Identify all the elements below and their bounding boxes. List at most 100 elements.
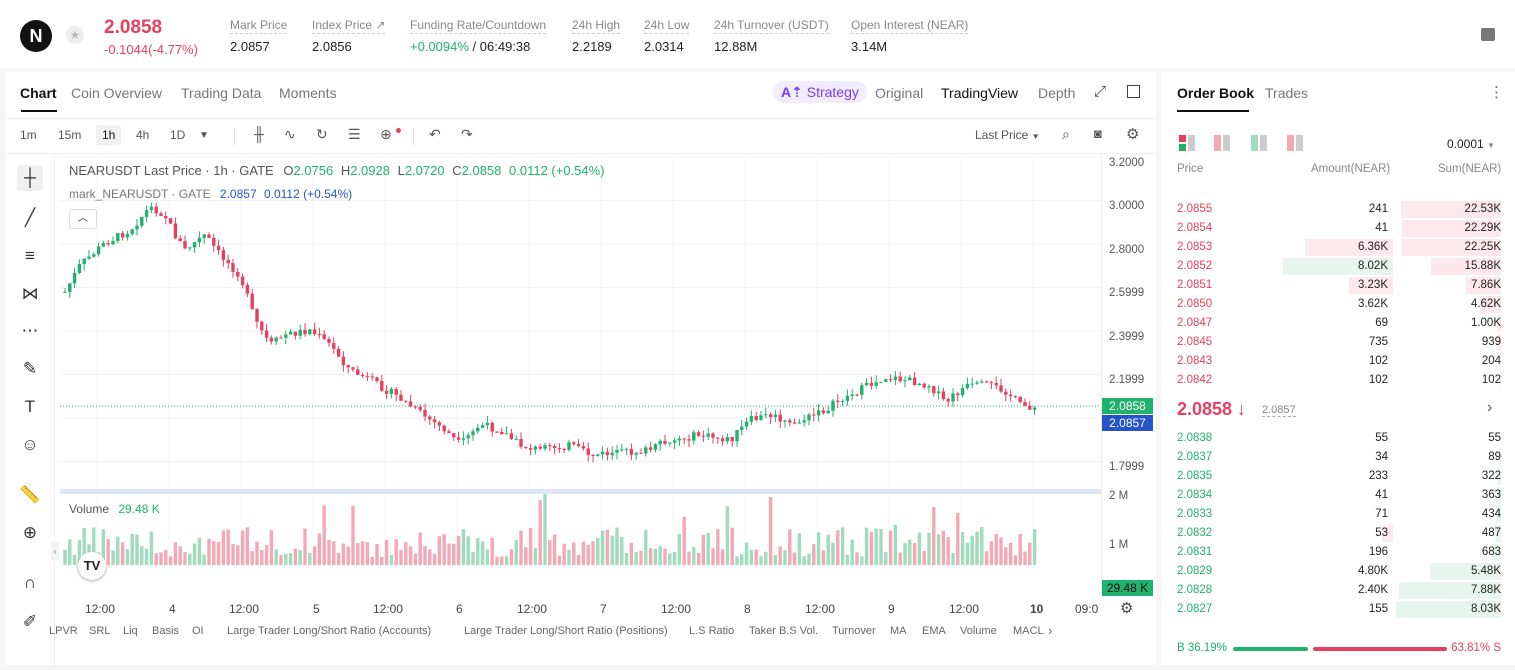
add-alert-icon[interactable]: ⊕ [380,126,392,142]
ask-row[interactable]: 2.0854 41 22.29K [1161,219,1515,238]
tab-trades[interactable]: Trades [1265,85,1309,101]
bid-row[interactable]: 2.0832 53 487 [1161,524,1515,543]
templates-icon[interactable]: ☰ [348,126,361,142]
indicator-lpvr[interactable]: LPVR [49,625,78,637]
interval-15m[interactable]: 15m [58,128,82,142]
indicator-ema[interactable]: EMA [922,625,946,637]
replay-icon[interactable]: ↻ [316,126,328,142]
indicator-turnover[interactable]: Turnover [832,625,876,637]
candle-body [620,449,624,451]
tab-moments[interactable]: Moments [279,85,337,101]
chevron-right-icon[interactable]: › [1048,623,1053,638]
ruler-icon[interactable]: 📏 [19,485,41,504]
bid-row[interactable]: 2.0835 233 322 [1161,467,1515,486]
view-asks-icon[interactable] [1214,135,1230,151]
bid-row[interactable]: 2.0834 41 363 [1161,486,1515,505]
magnet-icon[interactable]: ∩ [23,573,37,592]
row-price: 2.0851 [1177,279,1213,291]
chevron-down-icon[interactable]: ▼ [199,130,209,141]
indicator-ls-accounts[interactable]: Large Trader Long/Short Ratio (Accounts) [227,625,432,637]
favorite-star-icon[interactable]: ★ [66,26,84,44]
view-both-icon[interactable] [1179,135,1195,151]
indicator-oi[interactable]: OI [192,625,204,637]
pattern-icon[interactable]: ⋈ [21,284,39,303]
search-icon[interactable]: ⌕ [1062,126,1070,142]
bid-row[interactable]: 2.0827 155 8.03K [1161,600,1515,619]
view-tradingview[interactable]: TradingView [941,85,1019,101]
indicator-taker-vol[interactable]: Taker B.S Vol. [749,625,819,637]
ask-row[interactable]: 2.0853 6.36K 22.25K [1161,238,1515,257]
chevron-right-icon[interactable]: › [1487,399,1493,416]
text-icon[interactable]: T [24,397,36,416]
volume-bar [941,530,946,565]
candlestick-chart[interactable] [60,155,1101,595]
tab-coin-overview[interactable]: Coin Overview [71,85,163,101]
undo-icon[interactable]: ↶ [429,126,441,142]
tab-order-book[interactable]: Order Book [1177,85,1255,101]
indicator-basis[interactable]: Basis [152,625,179,637]
bid-row[interactable]: 2.0837 34 89 [1161,448,1515,467]
emoji-icon[interactable]: ☺ [21,435,39,454]
expand-icon[interactable]: ⤢ [1094,83,1107,100]
view-bids-icon[interactable] [1251,135,1267,151]
interval-1h[interactable]: 1h [96,125,122,145]
indicator-macd[interactable]: MACL [1013,625,1044,637]
bid-row[interactable]: 2.0833 71 434 [1161,505,1515,524]
volume-bar [303,528,307,565]
bid-row[interactable]: 2.0829 4.80K 5.48K [1161,562,1515,581]
horizontal-lines-icon[interactable]: ≡ [25,246,35,265]
ask-row[interactable]: 2.0842 102 102 [1161,371,1515,390]
indicator-ls-positions[interactable]: Large Trader Long/Short Ratio (Positions… [464,625,668,637]
tab-trading-data[interactable]: Trading Data [181,85,262,101]
ask-row[interactable]: 2.0851 3.23K 7.86K [1161,276,1515,295]
more-options-icon[interactable]: ⋮ [1489,84,1504,101]
tab-chart[interactable]: Chart [20,85,57,101]
ask-row[interactable]: 2.0845 735 939 [1161,333,1515,352]
trendline-icon[interactable]: ╱ [24,208,36,227]
pencil-lock-icon[interactable]: ✐ [22,612,38,631]
volume-bar [1004,547,1008,565]
view-depth[interactable]: Depth [1038,85,1076,101]
bid-row[interactable]: 2.0831 196 683 [1161,543,1515,562]
volume-bar [908,539,912,565]
fib-icon[interactable]: ⋯ [21,321,39,340]
interval-4h[interactable]: 4h [136,128,150,142]
ask-row[interactable]: 2.0850 3.62K 4.62K [1161,295,1515,314]
indicator-srl[interactable]: SRL [89,625,111,637]
volume-bar [212,541,216,565]
view-original[interactable]: Original [875,85,924,101]
indicator-ls-ratio[interactable]: L.S Ratio [689,625,735,637]
gear-icon[interactable]: ⚙ [1126,126,1140,143]
view-depth-icon[interactable] [1287,135,1303,151]
strategy-button[interactable]: A⇡ Strategy [773,81,867,103]
price-type-select[interactable]: Last Price ▼ [975,128,1040,142]
candle-body [850,394,854,396]
interval-1m[interactable]: 1m [20,128,37,142]
interval-1d[interactable]: 1D [170,128,186,142]
camera-icon[interactable]: ◙ [1094,126,1102,141]
bid-row[interactable]: 2.0828 2.40K 7.88K [1161,581,1515,600]
window-icon[interactable] [1127,85,1140,98]
brush-icon[interactable]: ✎ [22,359,38,378]
axis-settings-icon[interactable]: ⚙ [1120,600,1134,617]
ask-row[interactable]: 2.0855 241 22.53K [1161,200,1515,219]
indicator-ma[interactable]: MA [890,625,907,637]
bid-row[interactable]: 2.0838 55 55 [1161,429,1515,448]
ask-row[interactable]: 2.0852 8.02K 15.88K [1161,257,1515,276]
volume-bar [610,535,614,565]
indicator-liq[interactable]: Liq [123,625,138,637]
indicator-volume[interactable]: Volume [960,625,997,637]
candles-icon[interactable]: ╫ [254,126,264,142]
precision-select[interactable]: 0.0001 ▼ [1447,137,1495,151]
row-amount: 41 [1375,489,1388,501]
indicators-icon[interactable]: ∿ [284,126,296,142]
ask-row[interactable]: 2.0847 69 1.00K [1161,314,1515,333]
stat-index-price[interactable]: Index Price ↗ 2.0856 [312,18,386,54]
collapse-toolbar-icon[interactable]: ‹ [51,542,59,560]
ask-row[interactable]: 2.0843 102 204 [1161,352,1515,371]
book-icon[interactable] [1481,28,1495,41]
crosshair-icon[interactable]: ┼ [17,165,43,191]
collapse-legend-button[interactable]: ︿ [69,209,97,229]
zoom-in-icon[interactable]: ⊕ [22,523,38,542]
redo-icon[interactable]: ↷ [461,126,473,142]
